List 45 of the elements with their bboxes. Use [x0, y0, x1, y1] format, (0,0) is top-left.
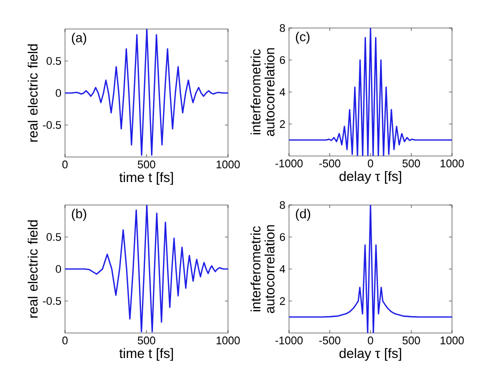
y-tick-label: 4 — [280, 88, 286, 96]
y-axis-title: interferometric autocorrelation — [250, 48, 274, 136]
x-tick-label: -1000 — [275, 160, 303, 168]
x-tick-label: -500 — [319, 336, 340, 344]
x-tick-label: 0 — [368, 336, 374, 344]
y-tick-label: 6 — [280, 233, 285, 241]
x-tick-label: 0 — [368, 160, 374, 168]
y-tick-label: 0.5 — [46, 57, 61, 65]
x-axis-title: time t [fs] — [119, 172, 173, 185]
y-tick-label: -0.5 — [43, 121, 61, 129]
y-tick-label: 4 — [280, 265, 286, 273]
y-tick-label: 2 — [280, 120, 285, 128]
x-tick-label: 0 — [62, 336, 68, 344]
x-tick-label: 500 — [402, 336, 420, 344]
annotation: (c) — [296, 32, 310, 44]
y-axis-title: real electric field — [28, 220, 38, 318]
x-axis-title: delay τ [fs] — [340, 348, 402, 361]
y-tick-label: 8 — [280, 201, 285, 209]
annotation: (a) — [72, 32, 86, 45]
x-tick-label: 1000 — [216, 336, 240, 344]
x-tick-label: 0 — [62, 160, 68, 168]
annotation: (b) — [72, 208, 86, 221]
x-tick-label: -500 — [319, 160, 340, 168]
x-tick-label: 1000 — [440, 336, 464, 344]
y-tick-label: 8 — [280, 24, 285, 32]
x-tick-label: 1000 — [216, 160, 240, 168]
y-tick-label: 6 — [280, 56, 285, 64]
y-axis-title: interferometric autocorrelation — [250, 225, 274, 314]
x-tick-label: 500 — [402, 160, 420, 168]
y-tick-label: 0.5 — [46, 233, 61, 241]
x-axis-title: time t [fs] — [119, 348, 173, 361]
line-series — [65, 205, 228, 332]
annotation: (d) — [296, 208, 310, 221]
line-series — [289, 205, 452, 333]
line-series — [65, 29, 228, 156]
x-axis-title: delay τ [fs] — [340, 171, 402, 184]
x-tick-label: 500 — [138, 160, 156, 168]
x-tick-label: 500 — [138, 336, 156, 344]
x-tick-label: 1000 — [440, 160, 464, 168]
y-tick-label: 2 — [280, 297, 285, 305]
y-tick-label: -0.5 — [43, 297, 61, 305]
y-axis-title: real electric field — [28, 44, 38, 142]
y-tick-label: 0 — [56, 89, 62, 97]
x-tick-label: -1000 — [275, 336, 303, 344]
y-tick-label: 0 — [56, 265, 62, 273]
